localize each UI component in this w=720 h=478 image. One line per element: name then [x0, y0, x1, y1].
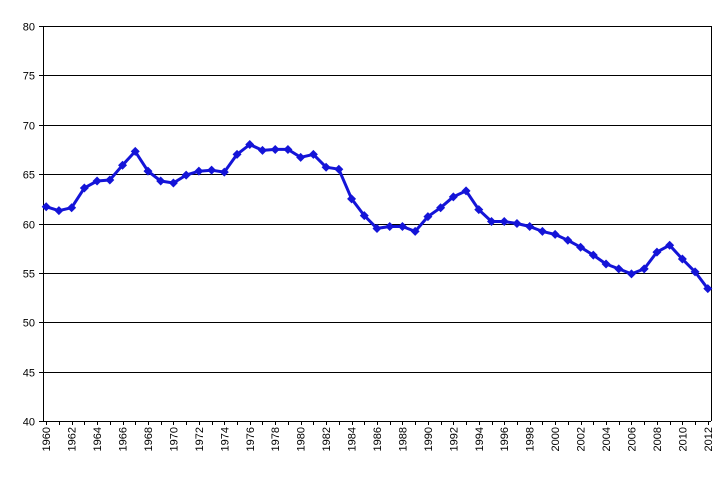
x-tick-label: 1990: [423, 427, 435, 451]
data-point-2003: [588, 250, 598, 260]
y-tick-label: 80: [23, 22, 35, 34]
data-point-1971: [181, 170, 191, 180]
data-point-1998: [525, 221, 535, 231]
data-point-1990: [423, 212, 433, 222]
x-axis: 1960 1962 1964 1966 1968 1970 1972 1974 1976 1978…: [41, 421, 715, 451]
data-point-1965: [105, 175, 115, 185]
x-tick-label: 1986: [372, 427, 384, 451]
data-point-2006: [626, 269, 636, 279]
y-tick-label: 55: [23, 269, 35, 281]
data-point-1992: [448, 192, 458, 202]
data-point-1982: [321, 162, 331, 172]
series-line: [45, 143, 709, 290]
x-tick-label: 1992: [448, 427, 460, 451]
y-tick-label: 70: [23, 121, 35, 133]
x-tick-label: 2006: [626, 427, 638, 451]
data-point-1963: [79, 183, 89, 193]
y-tick-label: 75: [23, 71, 35, 83]
data-point-2001: [563, 235, 573, 245]
data-point-1997: [512, 219, 522, 228]
y-tick-label: 60: [23, 220, 35, 232]
x-tick-label: 1998: [525, 427, 537, 451]
data-point-2010: [677, 254, 687, 264]
data-point-1960: [41, 202, 51, 212]
x-tick-label: 2004: [601, 427, 613, 451]
data-point-1964: [92, 176, 102, 186]
data-point-2011: [690, 267, 700, 277]
x-tick-label: 1988: [397, 427, 409, 451]
data-point-1979: [283, 144, 293, 154]
y-axis: 40 45 50 55 60 65 70 75 80: [23, 22, 712, 429]
data-point-1968: [143, 166, 153, 176]
x-tick-label: 1968: [143, 427, 155, 451]
data-point-1978: [270, 144, 280, 154]
data-point-1981: [308, 149, 318, 159]
data-point-2009: [665, 240, 675, 250]
data-point-1985: [359, 211, 369, 221]
data-point-1984: [347, 194, 357, 204]
data-point-1974: [219, 167, 229, 177]
data-point-1980: [296, 152, 306, 162]
x-tick-label: 2010: [677, 427, 689, 451]
data-point-2012: [703, 284, 713, 294]
data-point-1999: [537, 226, 547, 236]
x-tick-label: 1962: [67, 427, 79, 451]
data-point-1967: [130, 146, 140, 156]
x-tick-label: 1994: [474, 427, 486, 451]
data-point-1993: [461, 186, 471, 196]
data-point-1966: [118, 160, 128, 170]
data-point-1969: [156, 176, 166, 186]
data-point-1972: [194, 166, 204, 176]
data-point-2007: [639, 264, 649, 274]
y-tick-label: 40: [23, 417, 35, 429]
x-tick-label: 1960: [41, 427, 53, 451]
x-tick-label: 1978: [270, 427, 282, 451]
x-tick-label: 1984: [347, 427, 359, 451]
data-point-1977: [257, 145, 267, 155]
series-layer: [41, 140, 713, 294]
x-tick-label: 1996: [499, 427, 511, 451]
data-point-2002: [576, 242, 586, 252]
y-tick-label: 45: [23, 368, 35, 380]
x-tick-label: 1964: [92, 427, 104, 451]
x-tick-label: 1976: [245, 427, 257, 451]
x-tick-label: 1974: [219, 427, 231, 451]
data-point-1988: [397, 221, 407, 231]
x-tick-label: 1966: [118, 427, 130, 451]
y-tick-label: 50: [23, 318, 35, 330]
x-tick-label: 2012: [703, 427, 715, 451]
data-point-1976: [245, 140, 255, 149]
data-point-1991: [436, 203, 446, 213]
data-point-2004: [601, 259, 611, 269]
data-point-1961: [54, 206, 64, 216]
data-point-1994: [474, 205, 484, 215]
data-point-1970: [168, 178, 178, 188]
x-tick-label: 2002: [576, 427, 588, 451]
data-point-1989: [410, 226, 420, 236]
data-point-2005: [614, 264, 624, 274]
data-point-1975: [232, 149, 242, 159]
data-point-1973: [207, 165, 217, 175]
x-tick-label: 1982: [321, 427, 333, 451]
x-tick-label: 1972: [194, 427, 206, 451]
data-point-1995: [487, 217, 497, 227]
y-tick-label: 65: [23, 170, 35, 182]
x-tick-label: 2008: [652, 427, 664, 451]
x-tick-label: 1970: [168, 427, 180, 451]
data-point-1962: [67, 203, 77, 213]
data-point-1986: [372, 223, 382, 233]
data-point-1987: [385, 221, 395, 231]
data-point-2008: [652, 247, 662, 257]
x-tick-label: 1980: [296, 427, 308, 451]
data-point-1996: [499, 217, 509, 227]
x-tick-label: 2000: [550, 427, 562, 451]
data-point-2000: [550, 229, 560, 239]
data-point-1983: [334, 164, 344, 174]
